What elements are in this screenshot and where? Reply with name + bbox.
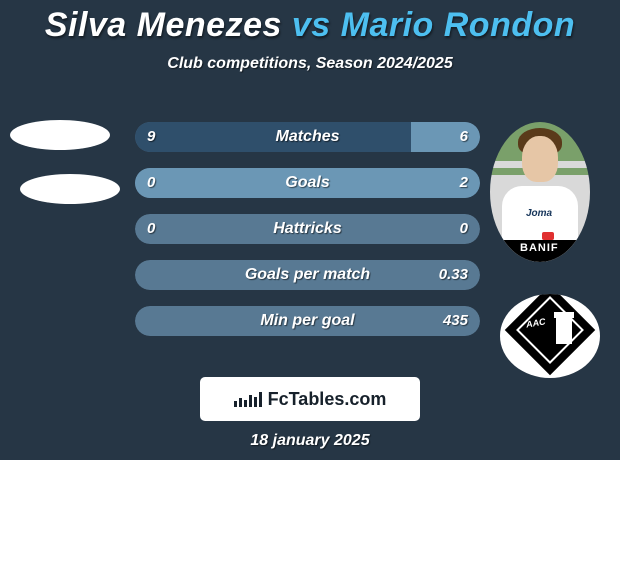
site-logo[interactable]: FcTables.com bbox=[200, 377, 420, 421]
player-head bbox=[522, 136, 558, 182]
stat-row: Goals per match0.33 bbox=[135, 260, 480, 290]
stat-row: 0Goals2 bbox=[135, 168, 480, 198]
stat-value-right: 435 bbox=[443, 306, 468, 336]
player1-name: Silva Menezes bbox=[45, 6, 282, 44]
logo-bar bbox=[259, 392, 262, 407]
stat-label: Goals per match bbox=[135, 260, 480, 290]
date-label: 18 january 2025 bbox=[0, 432, 620, 450]
stat-value-right: 2 bbox=[460, 168, 468, 198]
stat-label: Min per goal bbox=[135, 306, 480, 336]
player2-avatar: Joma BANIF bbox=[490, 122, 590, 262]
page-title: Silva Menezes vs Mario Rondon bbox=[0, 0, 620, 45]
crest-diamond bbox=[505, 294, 596, 375]
jersey-badge bbox=[542, 232, 554, 240]
logo-bar bbox=[234, 401, 237, 407]
logo-bar bbox=[254, 397, 257, 407]
stat-label: Matches bbox=[135, 122, 480, 152]
vs-text: vs bbox=[292, 6, 331, 44]
stat-label: Goals bbox=[135, 168, 480, 198]
stats-container: 9Matches60Goals20Hattricks0Goals per mat… bbox=[135, 122, 480, 352]
jersey-brand: Joma bbox=[526, 208, 552, 219]
player1-club-placeholder bbox=[20, 174, 120, 204]
logo-bar bbox=[249, 395, 252, 407]
crest-tower-icon bbox=[556, 316, 572, 344]
logo-bars-icon bbox=[234, 392, 262, 407]
stat-row: 0Hattricks0 bbox=[135, 214, 480, 244]
player1-avatar-placeholder bbox=[10, 120, 110, 150]
comparison-card: Silva Menezes vs Mario Rondon Club compe… bbox=[0, 0, 620, 460]
site-name: FcTables.com bbox=[268, 389, 387, 410]
logo-bar bbox=[239, 398, 242, 407]
player2-name: Mario Rondon bbox=[341, 6, 576, 44]
stat-row: 9Matches6 bbox=[135, 122, 480, 152]
stat-value-right: 0 bbox=[460, 214, 468, 244]
jersey-sponsor: BANIF bbox=[520, 242, 559, 254]
logo-bar bbox=[244, 400, 247, 407]
subtitle: Club competitions, Season 2024/2025 bbox=[0, 55, 620, 73]
player2-club-crest: AAC bbox=[500, 294, 600, 378]
stat-row: Min per goal435 bbox=[135, 306, 480, 336]
stat-value-right: 6 bbox=[460, 122, 468, 152]
stat-label: Hattricks bbox=[135, 214, 480, 244]
stat-value-right: 0.33 bbox=[439, 260, 468, 290]
